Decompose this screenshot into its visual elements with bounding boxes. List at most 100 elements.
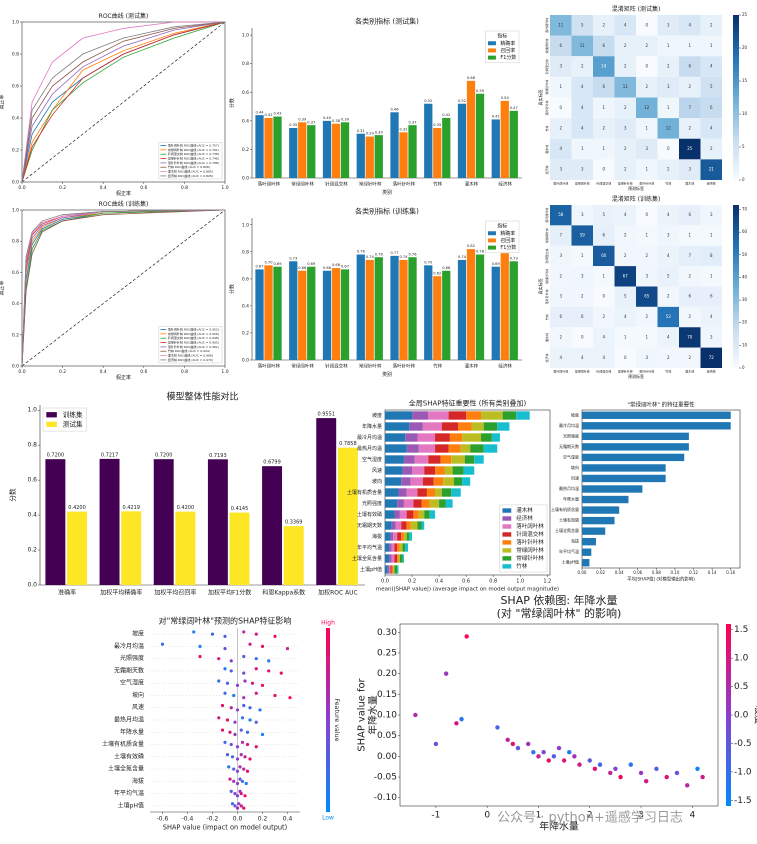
x-tick-label: 落叶针叶林: [393, 180, 416, 187]
bar-segment: [390, 565, 392, 574]
heatmap-cell: [593, 266, 615, 287]
bar: [153, 459, 174, 585]
bar-segment: [394, 565, 398, 574]
y-tick-label: 风速: [571, 474, 579, 480]
bar-segment: [435, 433, 450, 442]
x-tick-label: 0.16: [726, 570, 735, 575]
heatmap-cell: [679, 138, 701, 160]
bar: [316, 418, 337, 585]
heatmap-cell: [550, 327, 572, 348]
shap-point: [245, 769, 250, 773]
bar: [264, 265, 273, 360]
heatmap-cell: [593, 35, 615, 57]
heatmap-cell: [571, 159, 593, 180]
heatmap-cell: [636, 266, 658, 287]
heatmap-cell: [657, 205, 679, 226]
cell-label: 3: [559, 64, 562, 69]
bar: [67, 511, 88, 585]
scatter-point: [613, 766, 618, 771]
cell-label: 1: [645, 233, 648, 238]
bar-segment: [385, 477, 402, 486]
legend-label: 精确率: [500, 40, 515, 47]
heatmap-cell: [700, 266, 722, 287]
bar: [264, 118, 273, 178]
bar-segment: [412, 466, 425, 475]
bar-segment: [394, 543, 398, 552]
y-tick-label: 最热月均温: [357, 445, 382, 452]
feature-label: 土壤pH值: [118, 801, 144, 809]
colorbar-tick-label: 20: [742, 45, 748, 50]
value-label: 0.78: [476, 250, 485, 254]
heatmap-cell: [679, 56, 701, 77]
value-label: 0.3369: [285, 520, 303, 526]
value-label: 0.35: [433, 123, 441, 127]
cell-label: 4: [688, 22, 691, 27]
x-axis-label: 类别: [382, 371, 392, 378]
bar: [582, 527, 606, 535]
bar-segment: [464, 455, 475, 464]
bar-segment: [429, 499, 440, 508]
cell-label: 1: [645, 125, 648, 130]
heatmap-cell: [700, 159, 722, 180]
value-label: 0.41: [492, 115, 500, 119]
bar-segment: [462, 433, 482, 442]
y-tick-label: 土壤pH值: [561, 559, 579, 565]
bar-segment: [417, 488, 427, 497]
bar-segment: [481, 433, 492, 442]
heatmap-cell: [571, 97, 593, 119]
bar-segment: [418, 444, 436, 453]
heatmap-cell: [636, 159, 658, 180]
feature-label: 年降水量: [120, 728, 144, 736]
cell-label: 6: [602, 84, 605, 89]
shap-point: [248, 706, 252, 710]
bar: [365, 136, 374, 178]
scatter-point: [587, 758, 592, 763]
bar-segment: [397, 565, 399, 574]
colorbar-tick-label: 10: [742, 111, 748, 116]
bar-segment: [453, 477, 463, 486]
x-axis-label: 类别: [382, 189, 392, 196]
shap-point: [223, 634, 227, 638]
cell-label: 0: [602, 167, 605, 172]
scatter-point: [546, 758, 551, 763]
bar-segment: [474, 455, 484, 464]
y-tick-label: 常绿针叶林: [544, 269, 549, 284]
y-axis-label: 分数: [228, 284, 235, 294]
x-tick-label: 1.0: [516, 579, 524, 585]
heatmap-cell: [657, 76, 679, 98]
x-tick-label: 常绿阔叶林: [575, 369, 590, 374]
legend-label: 竹林: [516, 562, 528, 570]
y-tick-label: 0.0: [12, 364, 19, 370]
bar: [331, 123, 341, 178]
shap-point: [217, 657, 221, 661]
cell-label: 1: [602, 273, 605, 278]
value-label: 0.70: [424, 260, 433, 264]
bar: [424, 265, 433, 360]
value-label: 0.4200: [177, 505, 195, 511]
bar-segment: [385, 455, 404, 464]
bar: [500, 100, 509, 178]
legend-title: 指标: [497, 33, 507, 40]
feature-label: 最热月均温: [114, 716, 144, 724]
scatter-point: [556, 745, 562, 751]
colorbar-tick-label: 70: [742, 207, 748, 212]
bar: [390, 112, 399, 178]
cell-label: 2: [688, 125, 691, 130]
cell-label: 2: [667, 167, 670, 172]
heatmap-cell: [571, 118, 593, 139]
value-label: 0.9551: [317, 412, 335, 418]
x-tick-label: 4: [689, 811, 695, 821]
y-tick-label: 年降水量: [563, 496, 579, 502]
shap-point: [198, 644, 202, 649]
colorbar-tick-label: 20: [742, 320, 748, 325]
feature-label: 风速: [132, 704, 144, 711]
heatmap-cell: [636, 245, 658, 267]
value-label: 0.78: [357, 250, 366, 254]
legend-label: 落叶阔叶林: [516, 522, 544, 530]
chart-title: 模型整体性能对比: [166, 390, 238, 402]
y-tick-label: 经济林: [544, 165, 549, 174]
scatter-point: [643, 778, 649, 784]
cell-label: 3: [688, 167, 691, 172]
heatmap-cell: [700, 347, 722, 368]
cell-label: 3: [581, 167, 584, 172]
